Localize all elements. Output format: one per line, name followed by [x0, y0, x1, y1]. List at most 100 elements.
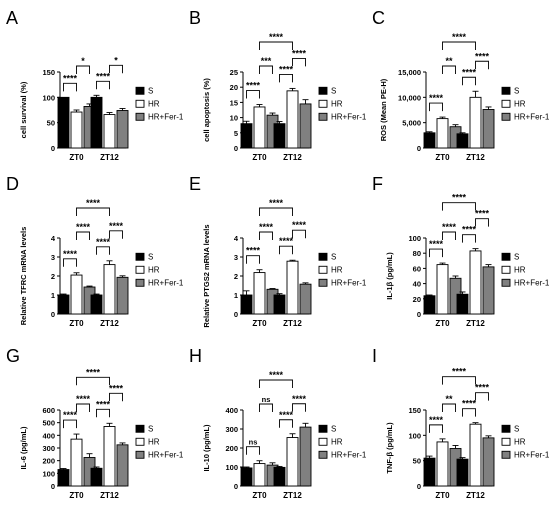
legend-swatch-hr-fer-1 — [318, 112, 328, 121]
bar-s-zt0 — [57, 294, 70, 315]
x-tick-label: ZT0 — [252, 153, 267, 162]
legend-label: HR+Fer-1 — [514, 450, 550, 459]
x-tick-label: ZT0 — [252, 319, 267, 328]
y-axis-label: cell survival (%) — [19, 81, 28, 138]
bar-s-zt12 — [273, 123, 286, 149]
bar-hr-zt0 — [253, 272, 266, 315]
y-tick-label: 300 — [42, 444, 55, 453]
y-tick-label: 150 — [42, 68, 55, 77]
panel-letter: E — [189, 174, 201, 194]
significance-label: **** — [452, 367, 467, 377]
legend-label: HR+Fer-1 — [148, 112, 184, 121]
x-tick-label: ZT0 — [252, 491, 267, 500]
legend-swatch-hr-fer-1 — [318, 450, 328, 459]
bar-hr-zt12 — [103, 264, 116, 315]
y-axis-label: IL-1β (pg/mL) — [385, 252, 394, 300]
significance-label: **** — [63, 73, 78, 83]
y-tick-label: 0 — [234, 310, 238, 319]
x-tick-label: ZT12 — [100, 491, 119, 500]
y-tick-label: 10 — [230, 114, 238, 123]
significance-label: ** — [445, 394, 453, 404]
significance-label: **** — [96, 399, 111, 409]
y-tick-label: 5 — [234, 129, 238, 138]
significance-bracket — [63, 258, 77, 267]
legend-label: S — [331, 252, 336, 261]
significance-bracket — [109, 64, 123, 74]
panel-letter: F — [372, 174, 383, 194]
significance-label: **** — [63, 410, 78, 420]
x-tick-label: ZT0 — [435, 319, 450, 328]
legend-swatch-hr-fer-1 — [135, 450, 145, 459]
significance-bracket — [475, 392, 489, 401]
bar-s-zt12 — [456, 133, 469, 149]
legend-swatch-s — [135, 424, 145, 433]
y-tick-label: 500 — [42, 419, 55, 428]
legend-swatch-hr — [501, 265, 511, 274]
legend-swatch-s — [318, 424, 328, 433]
significance-label: **** — [269, 198, 284, 208]
legend-label: HR — [331, 265, 343, 274]
panel-letter: D — [6, 174, 19, 194]
bar-hr-zt0 — [253, 463, 266, 487]
bar-hr-fer-1-zt12 — [116, 276, 129, 315]
significance-bracket — [442, 41, 476, 50]
significance-bracket — [429, 424, 443, 433]
bar-s-zt12 — [273, 294, 286, 315]
bar-s-zt12 — [273, 466, 286, 487]
x-tick-label: ZT12 — [466, 319, 485, 328]
bar-s-zt12 — [456, 293, 469, 315]
bar-hr-fer-1-zt12 — [482, 109, 495, 149]
significance-bracket — [76, 231, 90, 240]
chart-panel-g: G 0 100 200 300 400 500 600 IL-6 (pg/mL) ZT0 ZT12 *… — [6, 346, 184, 500]
significance-bracket — [63, 419, 77, 429]
significance-bracket — [442, 202, 476, 211]
x-tick-label: ZT0 — [69, 153, 84, 162]
significance-label: **** — [279, 236, 294, 246]
bar-hr-zt12 — [103, 114, 116, 149]
legend-swatch-hr-fer-1 — [135, 112, 145, 121]
y-tick-label: 4 — [234, 234, 239, 243]
y-tick-label: 50 — [47, 119, 55, 128]
significance-bracket — [259, 207, 293, 216]
x-tick-label: ZT12 — [100, 319, 119, 328]
x-tick-label: ZT0 — [435, 491, 450, 500]
bar-s-zt0 — [423, 295, 436, 315]
legend-swatch-s — [135, 252, 145, 261]
y-tick-label: 100 — [408, 234, 421, 243]
significance-bracket — [76, 403, 90, 412]
significance-bracket — [96, 246, 110, 255]
bar-hr-zt0 — [70, 438, 83, 487]
legend-label: HR+Fer-1 — [331, 450, 367, 459]
y-tick-label: 80 — [413, 249, 421, 258]
legend-label: HR — [148, 99, 160, 108]
significance-label: **** — [429, 239, 444, 249]
legend-swatch-hr — [318, 99, 328, 108]
bar-hr-zt12 — [469, 250, 482, 315]
bar-s-zt12 — [456, 458, 469, 487]
x-tick-label: ZT0 — [435, 153, 450, 162]
y-tick-label: 2 — [234, 272, 238, 281]
significance-label: **** — [86, 367, 101, 377]
y-tick-label: 1 — [51, 291, 55, 300]
legend-label: S — [514, 252, 519, 261]
significance-label: **** — [246, 81, 261, 91]
chart-panel-d: D 0 1 2 3 4 Relative TFRC mRNA levels ZT0 ZT12 **… — [6, 174, 184, 328]
legend-label: S — [148, 252, 153, 261]
significance-label: **** — [292, 220, 307, 230]
panel-letter: I — [372, 346, 377, 366]
significance-label: **** — [259, 222, 274, 232]
significance-label: **** — [452, 32, 467, 42]
significance-bracket — [475, 60, 489, 70]
significance-bracket — [292, 57, 306, 67]
y-tick-label: 3 — [51, 253, 55, 262]
x-tick-label: ZT12 — [283, 491, 302, 500]
legend-label: HR — [331, 437, 343, 446]
legend-swatch-hr — [135, 437, 145, 446]
y-tick-label: 400 — [42, 431, 55, 440]
y-tick-label: 15 — [230, 98, 238, 107]
significance-label: **** — [292, 394, 307, 404]
x-tick-label: ZT0 — [69, 491, 84, 500]
legend-swatch-s — [318, 86, 328, 95]
